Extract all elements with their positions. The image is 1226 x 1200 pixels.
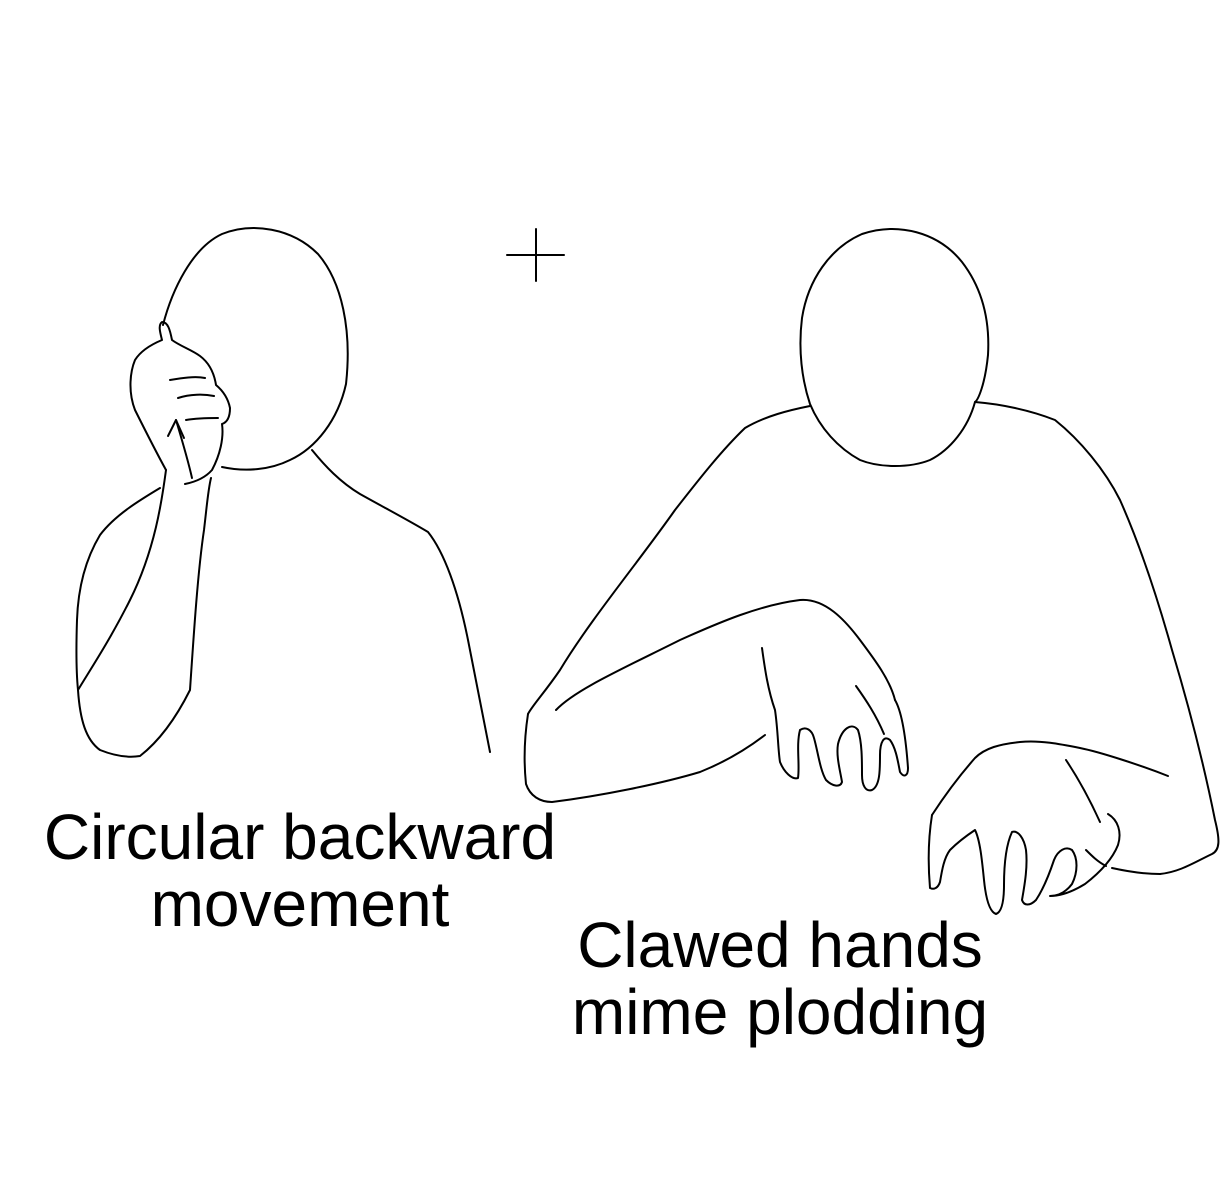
caption-right-line1: Clawed hands [577,909,983,981]
right-figure-lower-hand-detail [1065,759,1107,867]
right-figure-shoulder-left [527,405,811,715]
caption-left-line1: Circular backward [43,801,557,873]
left-figure-finger-lines [169,376,219,421]
left-figure-head [162,227,349,471]
left-figure-movement-arrow [175,419,193,479]
right-figure-arm-lower [931,740,1169,816]
right-figure-arm-lower-bottom [1111,867,1161,875]
left-figure-shoulder-right [311,449,491,753]
right-figure-upper-hand [761,647,909,792]
caption-left: Circular backward movement [20,801,580,941]
right-figure-head [799,228,990,467]
left-figure-arrowhead [167,419,185,439]
caption-right-line2: mime plodding [571,976,989,1049]
right-figure-arm-upper [523,713,766,803]
caption-left-line2: movement [150,868,450,941]
caption-right: Clawed hands mime plodding [540,909,1020,1049]
right-figure-shoulder-right [974,401,1220,875]
right-figure-arm-upper-inner [555,598,896,711]
right-figure-upper-hand-knuckle [855,685,885,735]
right-figure-lower-hand [927,813,1121,915]
left-figure-hand [129,321,231,485]
left-figure [75,227,491,758]
right-figure [523,228,1220,915]
crosshair-marker [506,228,565,282]
left-figure-arm [77,469,212,758]
left-figure-shoulder-left [75,487,161,691]
